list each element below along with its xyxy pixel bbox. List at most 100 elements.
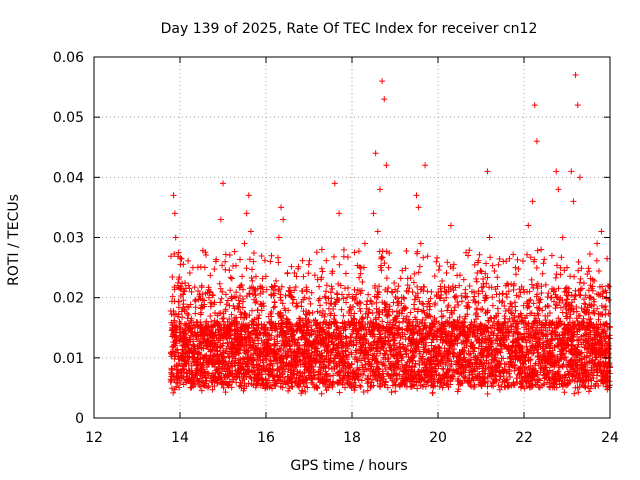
- data-point-cloud: [260, 326, 267, 333]
- data-point-cloud: [278, 363, 285, 370]
- data-point-cloud: [261, 257, 268, 264]
- data-point-cloud: [535, 384, 542, 391]
- data-point-cloud: [322, 343, 329, 350]
- data-point-cloud: [557, 264, 564, 271]
- data-point-cloud: [304, 367, 311, 374]
- data-point-cloud: [303, 312, 310, 319]
- data-point-cloud: [340, 376, 347, 383]
- data-point-cloud: [578, 355, 585, 362]
- data-point-cloud: [542, 313, 549, 320]
- data-point-cloud: [455, 377, 462, 384]
- data-point-cloud: [308, 355, 315, 362]
- data-point-cloud: [300, 273, 307, 280]
- data-point-cloud: [355, 300, 362, 307]
- data-point-cloud: [272, 303, 279, 310]
- data-point-cloud: [379, 254, 386, 261]
- data-point-cloud: [496, 340, 503, 347]
- data-point-cloud: [440, 325, 447, 332]
- data-point-cloud: [284, 316, 291, 323]
- data-point-cloud: [491, 267, 498, 274]
- data-point-cloud: [540, 333, 547, 340]
- data-point-cloud: [227, 287, 234, 294]
- data-point-cloud: [605, 345, 612, 352]
- data-point-cloud: [267, 324, 274, 331]
- data-point-cloud: [572, 292, 579, 299]
- data-point-cloud: [403, 362, 410, 369]
- data-point-cloud: [292, 378, 299, 385]
- data-point-cloud: [529, 366, 536, 373]
- data-point-cloud: [230, 263, 237, 270]
- data-point-cloud: [177, 379, 184, 386]
- data-point-cloud: [243, 383, 250, 390]
- data-point-cloud: [330, 329, 337, 336]
- data-point-cloud: [342, 360, 349, 367]
- data-point-cloud: [221, 374, 228, 381]
- data-point-cloud: [325, 324, 332, 331]
- data-point-cloud: [167, 378, 174, 385]
- data-point-cloud: [505, 370, 512, 377]
- data-point-cloud: [170, 389, 177, 396]
- data-point-cloud: [335, 369, 342, 376]
- data-point-cloud: [600, 380, 607, 387]
- data-point-cloud: [552, 328, 559, 335]
- data-point-cloud: [353, 341, 360, 348]
- data-point-cloud: [543, 364, 550, 371]
- data-point-cloud: [532, 360, 539, 367]
- data-point-cloud: [396, 371, 403, 378]
- data-point-cloud: [239, 360, 246, 367]
- data-point-cloud: [375, 308, 382, 315]
- data-point-cloud: [414, 250, 421, 257]
- data-point-cloud: [261, 321, 268, 328]
- data-point-cloud: [429, 335, 436, 342]
- data-point-cloud: [303, 353, 310, 360]
- data-point-cloud: [437, 379, 444, 386]
- data-point-cloud: [564, 341, 571, 348]
- data-point-cloud: [326, 358, 333, 365]
- data-point-cloud: [517, 289, 524, 296]
- data-point-cloud: [602, 311, 609, 318]
- data-point-cloud: [212, 258, 219, 265]
- data-point-cloud: [279, 366, 286, 373]
- data-point-cloud: [256, 312, 263, 319]
- data-point-cloud: [363, 331, 370, 338]
- data-point-cloud: [544, 338, 551, 345]
- data-point-cloud: [211, 373, 218, 380]
- data-point-cloud: [527, 254, 534, 261]
- data-point-cloud: [454, 340, 461, 347]
- data-point-cloud: [561, 372, 568, 379]
- data-point-cloud: [255, 324, 262, 331]
- data-point-cloud: [586, 294, 593, 301]
- data-point-cloud: [532, 315, 539, 322]
- data-point-cloud: [311, 349, 318, 356]
- data-point-cloud: [301, 383, 308, 390]
- data-point-cloud: [381, 260, 388, 267]
- data-point-cloud: [514, 337, 521, 344]
- data-point-cloud: [532, 330, 539, 337]
- data-point-cloud: [218, 295, 225, 302]
- data-point-cloud: [200, 362, 207, 369]
- data-point-cloud: [304, 384, 311, 391]
- data-point-cloud: [221, 354, 228, 361]
- data-point-cloud: [411, 374, 418, 381]
- data-point-cloud: [273, 326, 280, 333]
- data-point-cloud: [540, 351, 547, 358]
- data-point-cloud: [319, 307, 326, 314]
- data-point-cloud: [389, 308, 396, 315]
- data-point-cloud: [558, 254, 565, 261]
- data-point-cloud: [567, 358, 574, 365]
- data-point-cloud: [598, 343, 605, 350]
- data-point-cloud: [391, 316, 398, 323]
- data-point-cloud: [599, 283, 606, 290]
- data-point-cloud: [462, 313, 469, 320]
- data-point-cloud: [177, 320, 184, 327]
- data-point-cloud: [515, 266, 522, 273]
- data-point-cloud: [551, 298, 558, 305]
- data-point-cloud: [228, 327, 235, 334]
- data-point-cloud: [557, 355, 564, 362]
- data-point-cloud: [275, 254, 282, 261]
- data-point-cloud: [224, 330, 231, 337]
- data-point-cloud: [429, 389, 436, 396]
- data-point-cloud: [470, 329, 477, 336]
- data-point-cloud: [420, 375, 427, 382]
